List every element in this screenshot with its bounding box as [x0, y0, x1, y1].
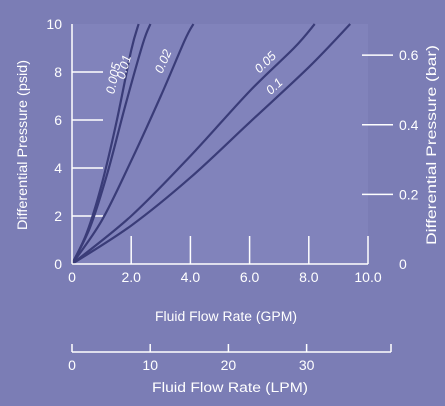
curve-line: [71, 23, 351, 265]
left-axis-ticks: 0 2 4 6 8 10: [46, 16, 103, 272]
y-tick-label: 2: [54, 208, 62, 224]
y-tick-label: 0: [54, 256, 62, 272]
x2-tick-label: 20: [221, 357, 237, 373]
y-tick-label: 6: [54, 112, 62, 128]
y-tick-label: 10: [46, 16, 62, 32]
curve-line: [71, 23, 195, 265]
x2-tick-label: 10: [142, 357, 158, 373]
y2-axis-label: Differential Pressure (bar): [424, 45, 439, 245]
curve-label: 0.01: [114, 53, 134, 80]
x-tick-label: 4.0: [181, 269, 201, 285]
curve-label: 0.005: [103, 62, 123, 96]
curve-line: [71, 23, 152, 265]
y2-tick-label: 0.4: [399, 117, 419, 133]
right-axis-ticks: 0 0.2 0.4 0.6: [362, 47, 419, 272]
bottom-axis-ticks: 0 2.0 4.0 6.0 8.0 10.0: [68, 236, 382, 285]
y2-tick-label: 0: [399, 256, 407, 272]
y-axis-label: Differential Pressure (psid): [15, 60, 30, 230]
x-tick-label: 6.0: [240, 269, 260, 285]
lpm-axis-ticks: 0 10 20 30: [68, 344, 392, 373]
x2-tick-label: 0: [68, 357, 76, 373]
curve-line: [71, 23, 316, 265]
y-tick-label: 8: [54, 64, 62, 80]
y-tick-label: 4: [54, 160, 62, 176]
y2-tick-label: 0.6: [399, 47, 419, 63]
x2-tick-label: 30: [299, 357, 315, 373]
curve-group: [71, 23, 351, 265]
x-tick-label: 8.0: [299, 269, 319, 285]
y2-tick-label: 0.2: [399, 186, 419, 202]
x-tick-label: 0: [68, 269, 76, 285]
x-tick-label: 10.0: [354, 269, 381, 285]
x2-axis-label: Fluid Flow Rate (LPM): [152, 380, 308, 395]
x-axis-label: Fluid Flow Rate (GPM): [155, 309, 297, 324]
x-tick-label: 2.0: [121, 269, 141, 285]
